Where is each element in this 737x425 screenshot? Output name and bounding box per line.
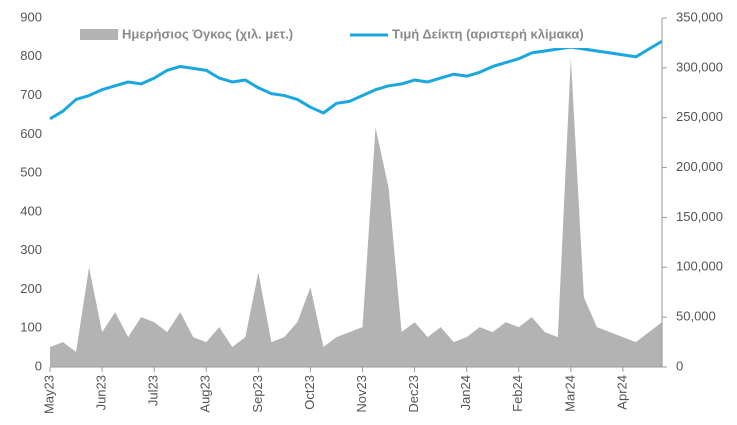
x-tick-label: Aug23: [198, 375, 213, 413]
x-tick-label: Dec23: [406, 375, 421, 413]
y2-tick-label: 50,000: [676, 309, 716, 324]
y-tick-label: 200: [20, 281, 42, 296]
y-tick-label: 700: [20, 87, 42, 102]
price-line: [49, 39, 663, 121]
legend-swatch: [80, 29, 118, 40]
x-tick-label: Feb24: [510, 375, 525, 412]
y2-tick-label: 200,000: [676, 159, 723, 174]
y-tick-label: 900: [20, 9, 42, 24]
y2-tick-label: 0: [676, 358, 683, 373]
y2-tick-label: 250,000: [676, 109, 723, 124]
y-tick-label: 600: [20, 126, 42, 141]
x-tick-label: Nov23: [354, 375, 369, 413]
x-tick-label: Sep23: [250, 375, 265, 413]
x-tick-label: Jun23: [94, 375, 109, 410]
legend-label: Τιμή Δείκτη (αριστερή κλίμακα): [392, 26, 584, 41]
y-tick-label: 800: [20, 48, 42, 63]
y-tick-label: 0: [35, 358, 42, 373]
y-tick-label: 100: [20, 320, 42, 335]
x-tick-label: May23: [41, 375, 56, 414]
y-tick-label: 500: [20, 165, 42, 180]
legend-label: Ημερήσιος Όγκος (χιλ. μετ.): [122, 26, 293, 41]
x-tick-label: Oct23: [302, 375, 317, 410]
y2-tick-label: 100,000: [676, 259, 723, 274]
y2-tick-label: 150,000: [676, 209, 723, 224]
y-tick-label: 300: [20, 242, 42, 257]
volume-area: [50, 57, 662, 368]
y2-tick-label: 300,000: [676, 59, 723, 74]
x-tick-label: Apr24: [614, 375, 629, 410]
x-tick-label: Jul23: [146, 375, 161, 406]
y2-tick-label: 350,000: [676, 9, 723, 24]
x-tick-label: Mar24: [562, 375, 577, 412]
x-tick-label: Jan24: [458, 375, 473, 410]
y-tick-label: 400: [20, 203, 42, 218]
